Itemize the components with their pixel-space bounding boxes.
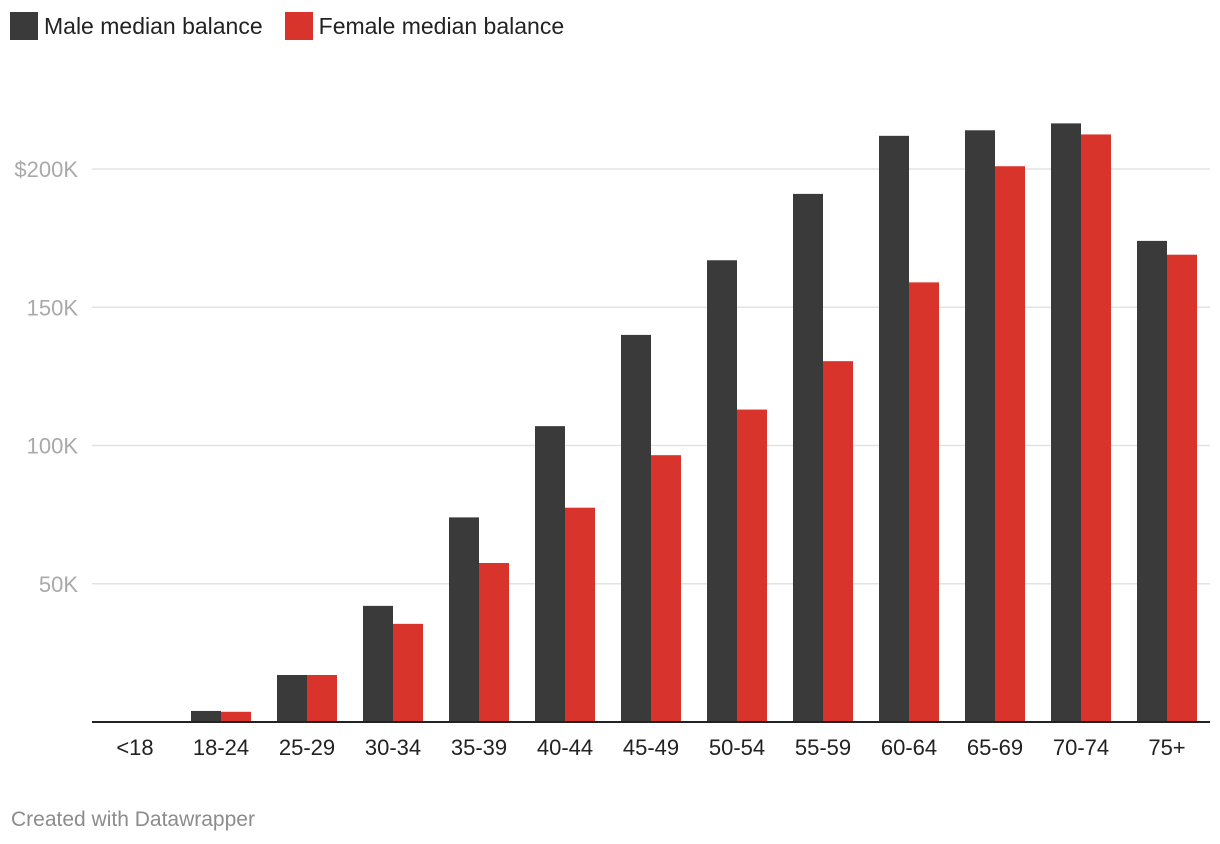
- x-tick-label: 45-49: [623, 735, 679, 760]
- bar-male: [363, 605, 393, 722]
- x-tick-label: 65-69: [967, 735, 1023, 760]
- bar-female: [479, 563, 509, 722]
- x-tick-label: 40-44: [537, 735, 593, 760]
- bar-male: [191, 710, 221, 722]
- y-tick-label: 100K: [27, 434, 79, 459]
- bar-male: [879, 135, 909, 722]
- y-tick-label: 150K: [27, 295, 79, 320]
- bar-male: [707, 260, 737, 722]
- bar-male: [965, 130, 995, 723]
- chart-legend: Male median balance Female median balanc…: [10, 12, 586, 40]
- bar-female: [565, 507, 595, 722]
- x-tick-label: 30-34: [365, 735, 421, 760]
- x-tick-label: 50-54: [709, 735, 765, 760]
- x-tick-label: 55-59: [795, 735, 851, 760]
- y-tick-label: $200K: [14, 157, 78, 182]
- bar-female: [221, 711, 251, 722]
- bar-female: [1167, 254, 1197, 722]
- bar-female: [307, 674, 337, 722]
- x-tick-label: 70-74: [1053, 735, 1109, 760]
- bar-female: [737, 409, 767, 722]
- bar-female: [1081, 134, 1111, 722]
- y-tick-label: 50K: [39, 572, 78, 597]
- legend-label-female: Female median balance: [318, 12, 565, 39]
- legend-swatch-female: [284, 12, 313, 40]
- bar-male: [621, 334, 651, 722]
- bar-female: [823, 361, 853, 722]
- x-tick-label: 75+: [1148, 735, 1185, 760]
- bar-female: [909, 282, 939, 722]
- legend-item-female: Female median balance: [284, 12, 565, 40]
- x-tick-label: <18: [116, 735, 153, 760]
- bar-male: [1051, 123, 1081, 722]
- legend-swatch-male: [10, 12, 38, 40]
- bar-female: [995, 166, 1025, 723]
- bar-male: [277, 674, 307, 722]
- bar-male: [535, 426, 565, 722]
- x-tick-label: 60-64: [881, 735, 937, 760]
- bar-female: [651, 455, 681, 722]
- legend-item-male: Male median balance: [10, 12, 263, 40]
- legend-label-male: Male median balance: [44, 12, 263, 39]
- x-tick-label: 35-39: [451, 735, 507, 760]
- x-tick-label: 18-24: [193, 735, 249, 760]
- bar-male: [1137, 240, 1167, 722]
- bar-male: [793, 193, 823, 722]
- x-tick-label: 25-29: [279, 735, 335, 760]
- footer-credit: Created with Datawrapper: [11, 808, 255, 831]
- bar-male: [449, 517, 479, 722]
- bar-female: [393, 623, 423, 722]
